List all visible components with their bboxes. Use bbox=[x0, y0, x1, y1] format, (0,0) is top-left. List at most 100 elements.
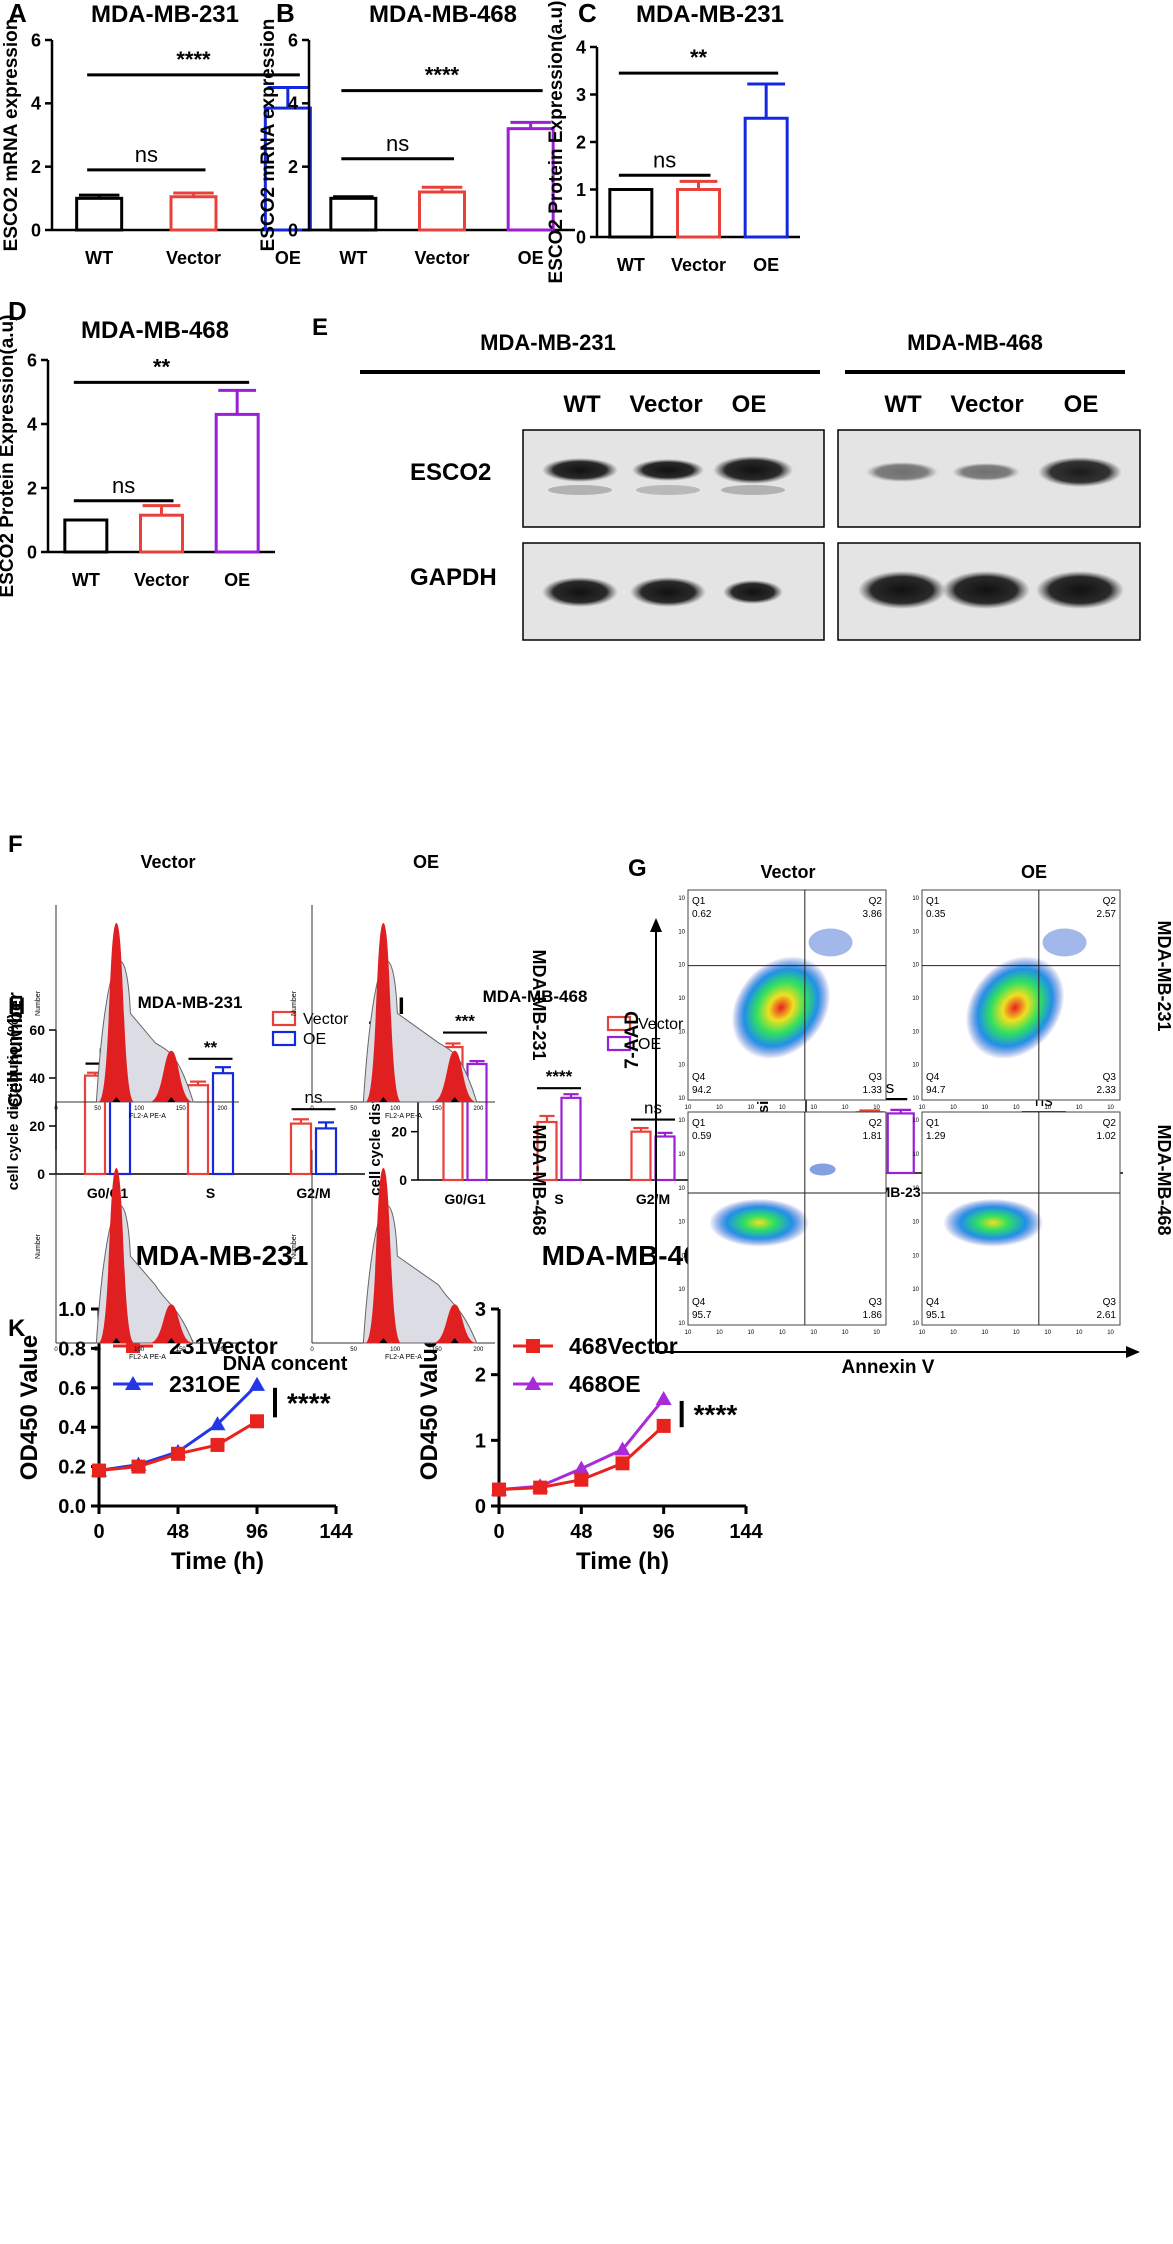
significance-label: ** bbox=[153, 354, 171, 379]
lane-label: Vector bbox=[629, 391, 702, 418]
axis-tick: 10 bbox=[912, 929, 919, 935]
significance-label: ns bbox=[112, 473, 135, 498]
x-tick-label: Vector bbox=[134, 570, 189, 590]
panel-label: G bbox=[628, 855, 647, 882]
y-tick-label: 0.0 bbox=[58, 1496, 86, 1518]
x-tick-label: Vector bbox=[671, 255, 726, 275]
g2m-peak bbox=[149, 1050, 194, 1102]
lane-label: WT bbox=[884, 391, 922, 418]
x-tick-label: 48 bbox=[570, 1521, 592, 1543]
legend-label: Vector bbox=[638, 1016, 684, 1033]
bar-wt bbox=[75, 196, 124, 232]
legend-swatch bbox=[271, 1010, 297, 1027]
blot-band bbox=[542, 458, 618, 482]
y-tick-label: 6 bbox=[31, 30, 41, 50]
plot-tick: 0 bbox=[310, 1106, 314, 1112]
axis-tick: 10 bbox=[1044, 1330, 1051, 1336]
data-point bbox=[250, 1414, 264, 1429]
significance-label: ** bbox=[690, 45, 708, 70]
blot-band bbox=[632, 459, 704, 481]
significance-label: **** bbox=[694, 1399, 738, 1430]
quadrant-value: 94.2 bbox=[692, 1085, 712, 1096]
x-tick-label: G2/M bbox=[296, 1185, 330, 1201]
axis-tick: 10 bbox=[678, 1253, 685, 1259]
quadrant-name: Q3 bbox=[1103, 1297, 1117, 1308]
peak-marker bbox=[450, 1097, 459, 1102]
axis-tick: 10 bbox=[912, 963, 919, 969]
axis-tick: 10 bbox=[912, 1186, 919, 1192]
legend-label: 468Vector bbox=[569, 1333, 678, 1359]
axis-tick: 10 bbox=[678, 1063, 685, 1069]
quadrant-name: Q2 bbox=[869, 896, 883, 907]
legend-marker bbox=[125, 1376, 141, 1390]
y-axis-label: ESCO2 mRNA expression bbox=[1, 19, 22, 252]
panel-h: H MDA-MB-231 0 20 40 60 cell cycle distributio… bbox=[5, 993, 365, 1201]
axis-tick: 10 bbox=[950, 1330, 957, 1336]
plot-tick: 50 bbox=[350, 1347, 357, 1353]
x-tick-label: 144 bbox=[729, 1521, 763, 1543]
y-axis-label: OD450 Value bbox=[16, 1335, 43, 1480]
blot-band bbox=[713, 456, 793, 484]
x-tick-label: 144 bbox=[319, 1521, 353, 1543]
axis-tick: 10 bbox=[912, 1029, 919, 1035]
y-tick-label: 0.2 bbox=[58, 1457, 86, 1479]
significance-label: ns bbox=[653, 147, 676, 172]
axis-tick: 10 bbox=[919, 1105, 926, 1111]
y-tick-label: 20 bbox=[391, 1124, 407, 1140]
plot-x-label: FL2-A PE-A bbox=[129, 1113, 166, 1120]
histogram-plot: FL2-A PE-A Number 0 50 100 150 200 bbox=[291, 905, 495, 1120]
chart-title: MDA-MB-231 bbox=[91, 1, 239, 28]
quadrant-name: Q4 bbox=[692, 1072, 706, 1083]
plot-tick: 100 bbox=[390, 1106, 401, 1112]
chart-title: MDA-MB-468 bbox=[369, 1, 517, 28]
bar-vector bbox=[186, 1084, 210, 1176]
axis-tick: 10 bbox=[912, 1253, 919, 1259]
axis-tick: 10 bbox=[873, 1330, 880, 1336]
panel-label: H bbox=[8, 993, 25, 1020]
y-tick-label: 0 bbox=[27, 542, 37, 562]
bar-vector bbox=[139, 513, 184, 554]
x-tick-label: 0 bbox=[493, 1521, 504, 1543]
g2m-peak bbox=[149, 1304, 194, 1343]
chart-title: MDA-MB-468 bbox=[81, 317, 229, 344]
quadrant-value: 2.61 bbox=[1097, 1310, 1117, 1321]
axis-tick: 10 bbox=[842, 1330, 849, 1336]
blot-band-faint bbox=[548, 485, 612, 495]
significance-label: ** bbox=[204, 1038, 218, 1057]
y-tick-label: 2 bbox=[31, 157, 41, 177]
plot-x-label: FL2-A PE-A bbox=[385, 1354, 422, 1361]
y-axis-label: Cell number bbox=[5, 992, 27, 1108]
x-tick-label: OE bbox=[518, 248, 544, 268]
panel-b: B MDA-MB-468 0 2 4 6 ESCO2 mRNA expression WT Ve… bbox=[258, 0, 575, 268]
data-point bbox=[171, 1446, 185, 1461]
x-axis-label: Time (h) bbox=[576, 1548, 669, 1575]
axis-tick: 10 bbox=[1013, 1330, 1020, 1336]
axis-tick: 10 bbox=[842, 1105, 849, 1111]
blot-band bbox=[723, 580, 783, 604]
legend-marker bbox=[526, 1339, 540, 1353]
quadrant-name: Q1 bbox=[692, 1118, 706, 1129]
blot-band bbox=[1036, 571, 1124, 609]
chart-title: MDA-MB-468 bbox=[483, 987, 588, 1006]
plot-y-label: Number bbox=[35, 990, 42, 1016]
column-label: Vector bbox=[140, 852, 195, 872]
panel-label: B bbox=[276, 0, 295, 28]
legend-label: OE bbox=[303, 1031, 326, 1048]
y-tick-label: 6 bbox=[27, 350, 37, 370]
density-cloud bbox=[943, 1198, 1044, 1247]
plot-tick: 0 bbox=[54, 1106, 58, 1112]
quadrant-name: Q3 bbox=[869, 1297, 883, 1308]
g1-peak bbox=[365, 1168, 402, 1343]
panel-k: K MDA-MB-231 0.0 0.2 0.4 0.6 0.8 1.0 0 48 96 144 Tim… bbox=[8, 1240, 354, 1575]
quadrant-value: 0.35 bbox=[926, 909, 946, 920]
histogram-plot: FL2-A PE-A Number 0 50 100 150 200 bbox=[291, 1150, 495, 1361]
axis-tick: 10 bbox=[912, 1321, 919, 1327]
blot-band bbox=[630, 577, 706, 607]
histogram-plot: FL2-A PE-A Number 0 50 100 150 200 bbox=[35, 1150, 239, 1361]
plot-tick: 0 bbox=[310, 1347, 314, 1353]
blot-header: MDA-MB-231 bbox=[480, 330, 616, 355]
bar-oe bbox=[886, 1112, 915, 1175]
y-tick-label: 0 bbox=[37, 1166, 45, 1182]
blot-band bbox=[952, 463, 1020, 481]
